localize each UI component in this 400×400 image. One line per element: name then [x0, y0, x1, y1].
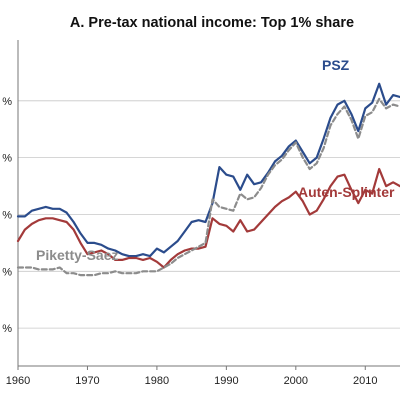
- y-tick-label: %: [2, 209, 12, 221]
- y-tick-label: %: [2, 153, 12, 165]
- series-layer: [16, 82, 400, 277]
- x-tick-label: 2000: [284, 375, 308, 387]
- labels: %%%%% 1960 1970 1980 1990 2000 2010 PSZ Auten-Sp…: [2, 57, 395, 387]
- x-tick-label: 1980: [145, 375, 169, 387]
- x-tick-label: 1970: [75, 375, 99, 387]
- series-label-auten-splinter: Auten-Splinter: [298, 184, 395, 200]
- series-label-piketty-saez: Piketty-Saez: [36, 247, 118, 263]
- y-tick-label: %: [2, 96, 12, 108]
- series-label-psz: PSZ: [322, 57, 350, 73]
- chart-title: A. Pre-tax national income: Top 1% share: [70, 15, 354, 31]
- series-line-psz: [16, 82, 400, 258]
- x-tick-label: 1960: [6, 375, 30, 387]
- axes: [17, 40, 400, 370]
- series-line-piketty-saez: [16, 97, 400, 277]
- y-tick-label: %: [2, 323, 12, 335]
- series-line-auten-splinter: [16, 167, 400, 269]
- x-tick-label: 2010: [353, 375, 377, 387]
- x-tick-label: 1990: [214, 375, 238, 387]
- y-tick-label: %: [2, 266, 12, 278]
